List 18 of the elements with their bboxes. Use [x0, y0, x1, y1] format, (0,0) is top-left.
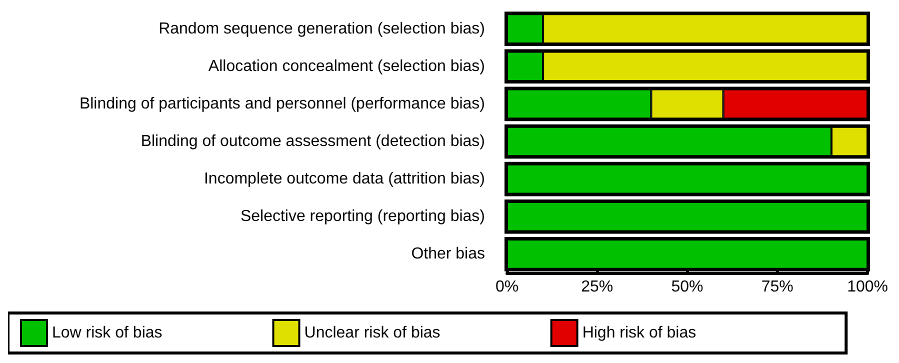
legend-label: Unclear risk of bias: [304, 324, 440, 342]
legend-label: High risk of bias: [582, 324, 696, 342]
y-tick-label: Blinding of participants and personnel (performance bias): [79, 95, 485, 112]
y-tick-label: Incomplete outcome data (attrition bias): [204, 170, 485, 188]
x-tick-label: 100%: [847, 278, 888, 296]
x-tick-label: 25%: [581, 278, 614, 296]
legend-label: Low risk of bias: [52, 324, 162, 342]
bar: [507, 240, 868, 269]
x-tick-label: 75%: [761, 278, 794, 296]
x-tick-label: 50%: [671, 278, 704, 296]
x-tick-label: 0%: [495, 278, 519, 296]
y-tick-label: Allocation concealment (selection bias): [208, 58, 485, 75]
bar: [507, 164, 868, 194]
y-tick-label: Blinding of outcome assessment (detection bias): [140, 133, 485, 150]
bar: [507, 202, 868, 232]
y-tick-label: Selective reporting (reporting bias): [240, 208, 485, 226]
y-tick-label: Other bias: [411, 246, 485, 263]
y-tick-label: Random sequence generation (selection bias): [158, 20, 485, 38]
